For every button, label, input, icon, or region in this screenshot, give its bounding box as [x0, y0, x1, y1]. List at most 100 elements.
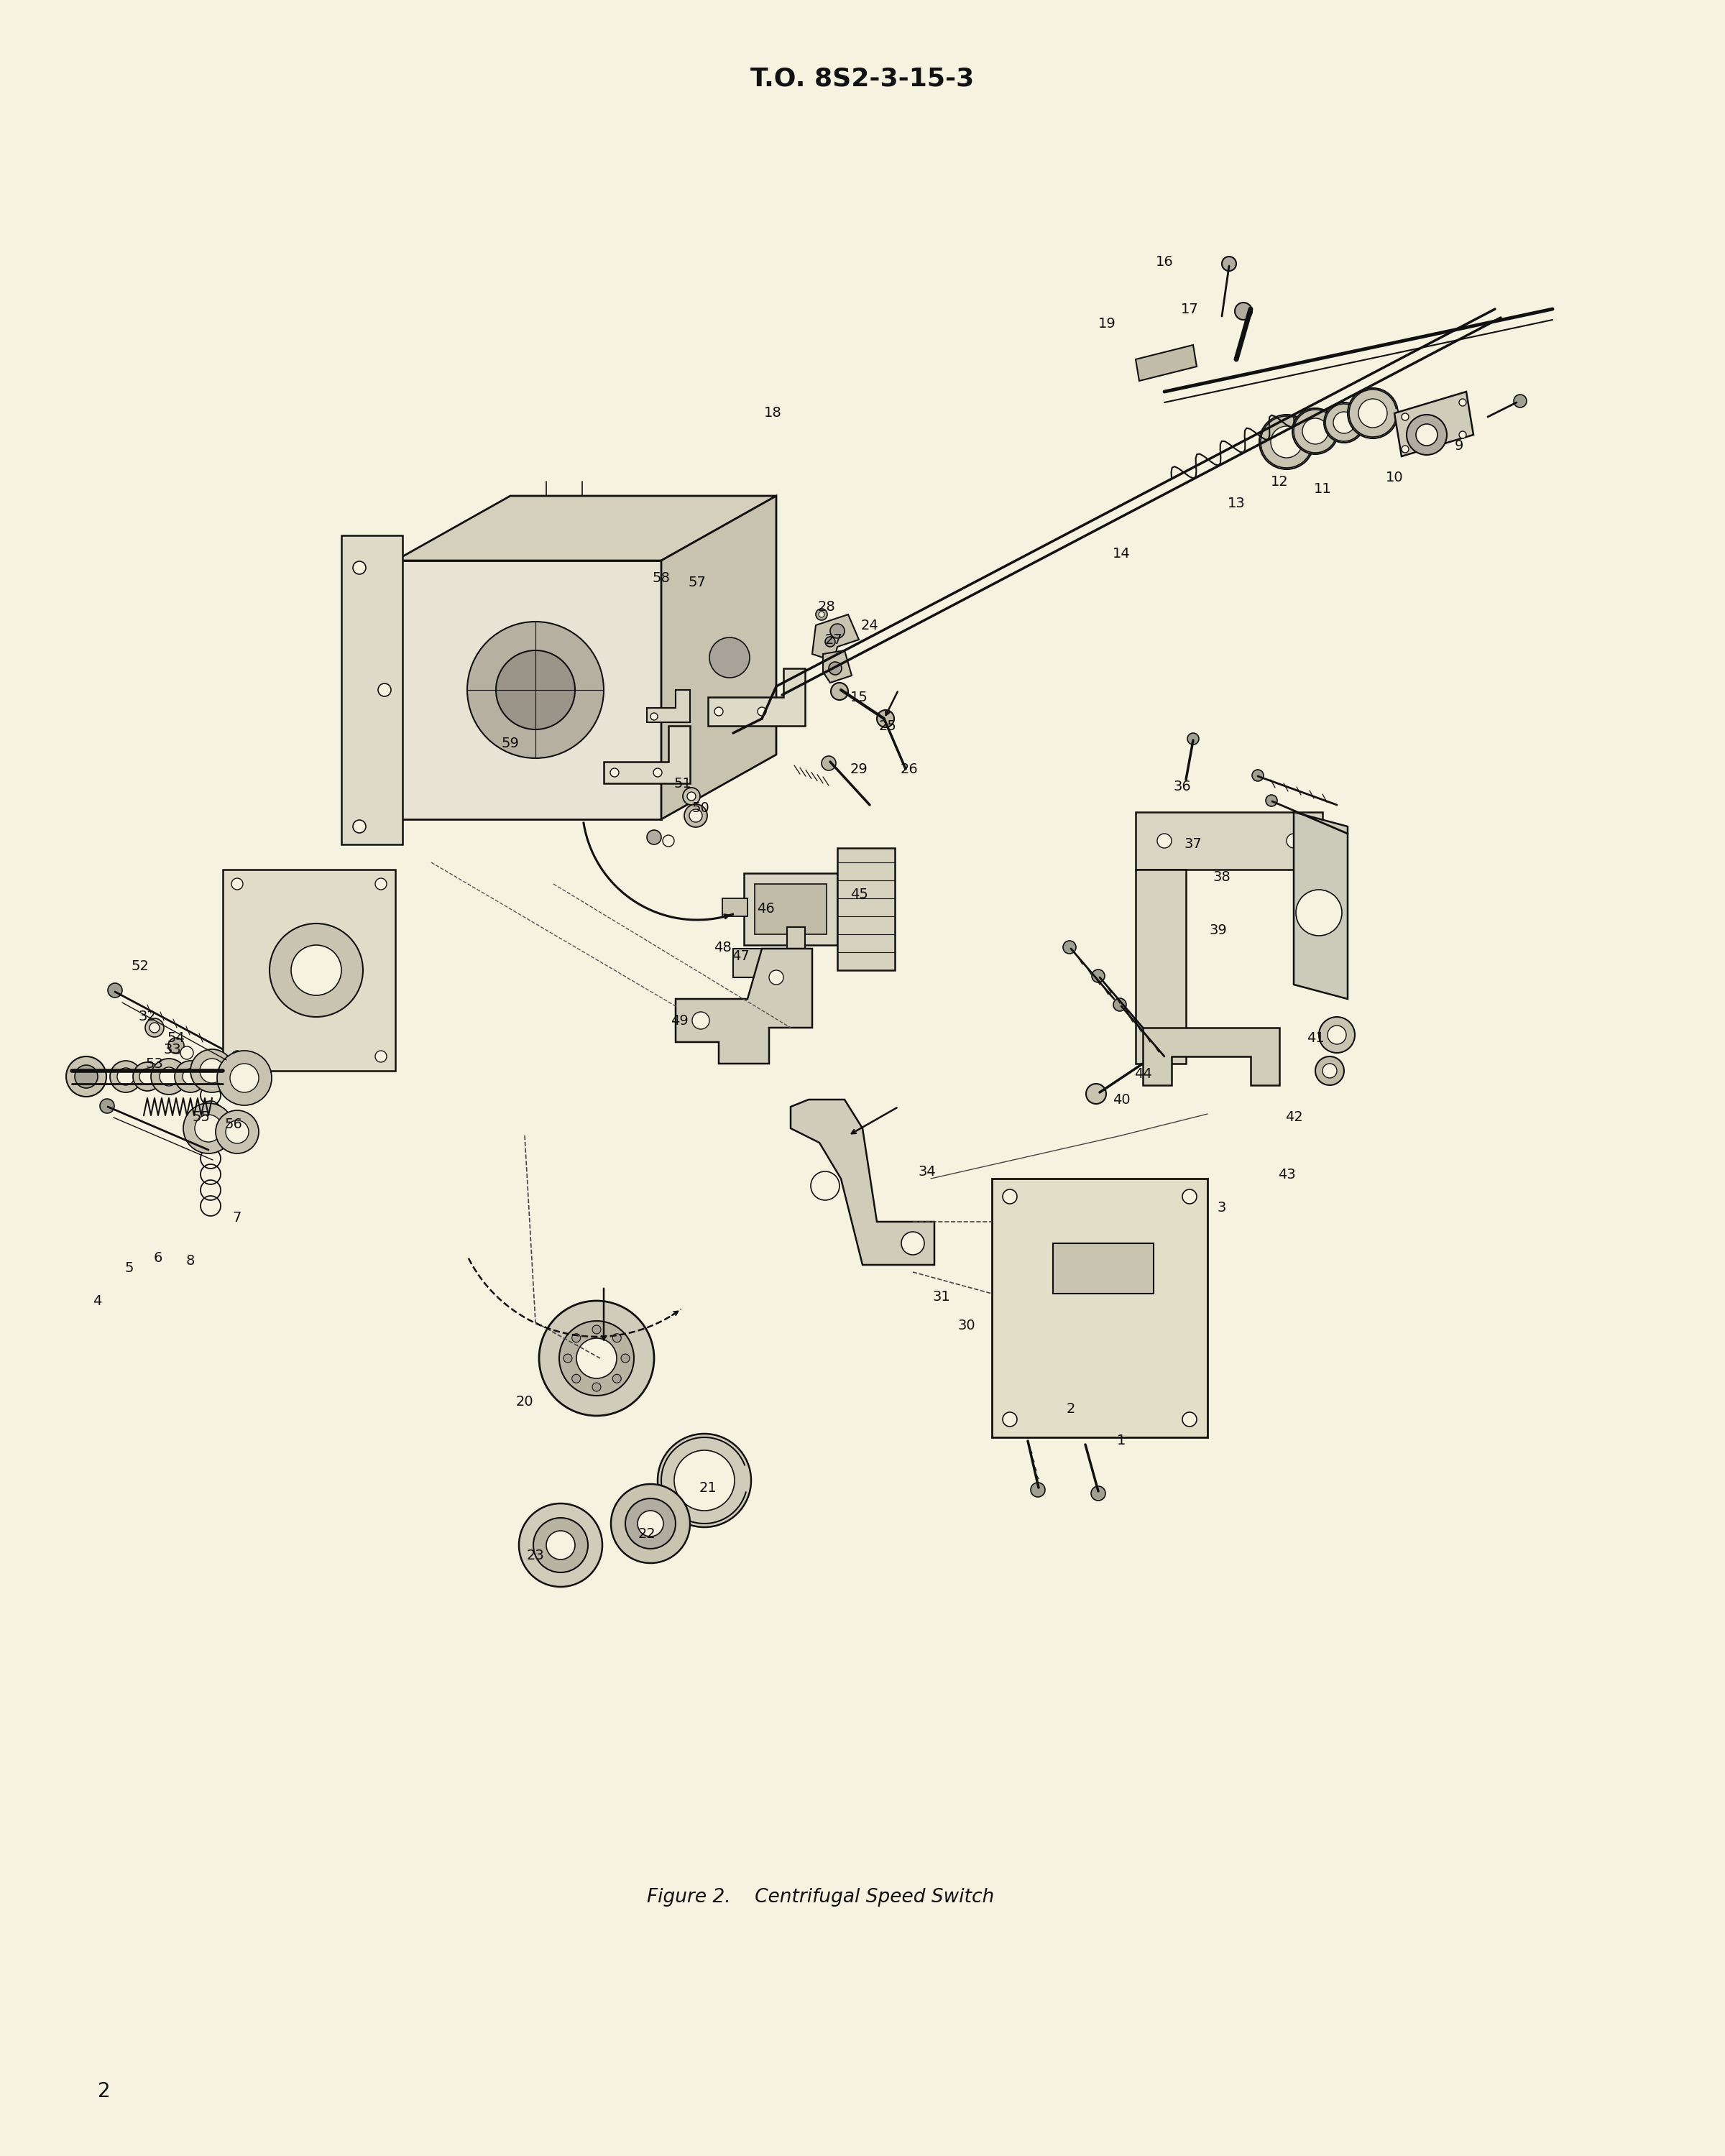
Text: 52: 52 [131, 959, 148, 975]
Text: 56: 56 [224, 1117, 243, 1132]
Circle shape [1187, 733, 1199, 744]
Circle shape [1182, 1412, 1197, 1427]
Text: 4: 4 [93, 1294, 102, 1307]
Text: 14: 14 [1113, 548, 1130, 561]
Circle shape [229, 1063, 259, 1093]
Circle shape [1235, 302, 1252, 319]
Circle shape [1266, 796, 1276, 806]
Circle shape [1252, 770, 1263, 780]
Circle shape [1328, 1026, 1346, 1044]
Polygon shape [395, 561, 661, 819]
Circle shape [1333, 412, 1354, 433]
Polygon shape [743, 873, 837, 944]
Circle shape [626, 1498, 676, 1548]
Circle shape [1287, 834, 1301, 847]
Circle shape [1320, 1018, 1354, 1052]
Circle shape [1459, 431, 1466, 438]
Circle shape [231, 1050, 243, 1063]
Circle shape [654, 768, 662, 776]
Circle shape [559, 1322, 635, 1395]
Circle shape [1092, 970, 1104, 983]
Polygon shape [1394, 392, 1473, 457]
Text: 20: 20 [516, 1395, 533, 1408]
Circle shape [650, 714, 657, 720]
Circle shape [152, 1059, 186, 1095]
Circle shape [190, 1050, 233, 1093]
Circle shape [1325, 403, 1364, 442]
Text: 23: 23 [526, 1548, 545, 1563]
Polygon shape [395, 496, 776, 561]
Circle shape [100, 1100, 114, 1112]
Circle shape [674, 1451, 735, 1511]
Text: 29: 29 [850, 763, 868, 776]
Bar [1052, 1244, 1154, 1294]
Circle shape [902, 1231, 925, 1255]
Circle shape [576, 1339, 618, 1378]
Circle shape [1406, 414, 1447, 455]
Text: 43: 43 [1278, 1169, 1295, 1181]
Circle shape [376, 877, 386, 890]
Text: 26: 26 [900, 763, 918, 776]
Text: 1: 1 [1116, 1434, 1126, 1449]
Text: 34: 34 [918, 1164, 937, 1177]
Circle shape [1002, 1412, 1018, 1427]
Polygon shape [823, 651, 852, 683]
Text: 54: 54 [167, 1033, 185, 1046]
Polygon shape [1294, 813, 1347, 998]
Text: 53: 53 [145, 1056, 164, 1072]
Polygon shape [676, 949, 812, 1063]
Circle shape [714, 707, 723, 716]
Circle shape [638, 1511, 664, 1537]
Circle shape [107, 983, 122, 998]
Circle shape [231, 877, 243, 890]
Circle shape [1002, 1190, 1018, 1203]
Circle shape [66, 1056, 107, 1097]
Circle shape [200, 1059, 224, 1082]
Circle shape [611, 1483, 690, 1563]
Text: 51: 51 [674, 776, 692, 791]
Circle shape [612, 1335, 621, 1343]
Text: 44: 44 [1133, 1067, 1152, 1082]
Text: 7: 7 [233, 1212, 242, 1225]
Text: 5: 5 [124, 1261, 135, 1276]
Circle shape [133, 1063, 162, 1091]
Circle shape [354, 561, 366, 573]
Text: 10: 10 [1385, 472, 1402, 485]
Polygon shape [812, 614, 859, 662]
Text: 2: 2 [1066, 1401, 1075, 1416]
Text: 47: 47 [731, 949, 749, 962]
Circle shape [828, 662, 842, 675]
Text: 6: 6 [154, 1250, 162, 1263]
Text: 28: 28 [818, 599, 835, 614]
Circle shape [1259, 414, 1314, 470]
Circle shape [1157, 834, 1171, 847]
Text: 24: 24 [861, 619, 878, 632]
Circle shape [292, 944, 342, 996]
Text: 49: 49 [671, 1013, 688, 1028]
Circle shape [519, 1503, 602, 1587]
Circle shape [140, 1069, 155, 1084]
Circle shape [825, 636, 835, 647]
Text: 39: 39 [1209, 923, 1226, 938]
Circle shape [226, 1121, 248, 1143]
Circle shape [564, 1354, 573, 1363]
Text: 9: 9 [1454, 440, 1463, 453]
Circle shape [354, 819, 366, 832]
Polygon shape [647, 690, 690, 722]
Text: Figure 2.    Centrifugal Speed Switch: Figure 2. Centrifugal Speed Switch [647, 1889, 994, 1906]
Circle shape [145, 1018, 164, 1037]
Text: 58: 58 [652, 571, 671, 586]
Polygon shape [733, 927, 806, 977]
Circle shape [1271, 427, 1302, 457]
Circle shape [1063, 940, 1076, 953]
Circle shape [217, 1050, 273, 1106]
Text: 22: 22 [638, 1526, 656, 1542]
Circle shape [690, 808, 702, 821]
Circle shape [1221, 257, 1237, 272]
Circle shape [497, 651, 574, 729]
Circle shape [687, 791, 695, 800]
Circle shape [709, 638, 750, 677]
Polygon shape [1135, 869, 1187, 1063]
Polygon shape [661, 496, 776, 819]
Text: 37: 37 [1185, 839, 1202, 852]
